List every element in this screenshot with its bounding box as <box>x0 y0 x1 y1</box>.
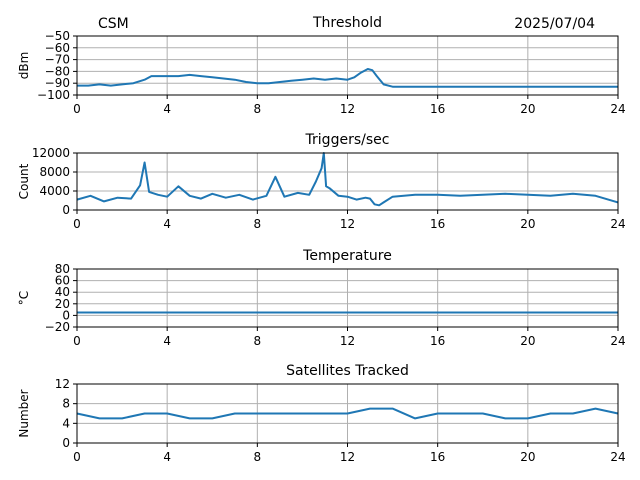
header-left: CSM <box>98 16 129 32</box>
y-tick-label: 12 <box>55 377 70 391</box>
y-tick-label: −70 <box>45 53 70 67</box>
y-tick-label: 0 <box>62 203 70 217</box>
x-tick-label: 4 <box>163 217 171 231</box>
y-tick-label: 0 <box>62 436 70 450</box>
x-tick-label: 12 <box>340 102 355 116</box>
y-tick-label: 4 <box>62 416 70 430</box>
x-tick-label: 16 <box>430 102 445 116</box>
chart-panel-1: Threshold 0 4 8 12 16 20 24 −100−90−80−70−60−50 d… <box>17 15 626 116</box>
series-line-1 <box>76 152 619 207</box>
x-tick-label: 16 <box>430 334 445 348</box>
y-tick-label: 80 <box>55 262 70 276</box>
y-tick-label: −100 <box>37 88 70 102</box>
y-tick-label: 8000 <box>39 165 70 179</box>
y-tick-label: 60 <box>55 274 70 288</box>
x-tick-label: 24 <box>610 334 625 348</box>
y-axis-label: dBm <box>17 52 31 80</box>
chart-title: Temperature <box>302 248 392 264</box>
x-tick-label: 24 <box>610 217 625 231</box>
x-tick-label: 4 <box>163 450 171 464</box>
x-tick-label: 12 <box>340 334 355 348</box>
x-tick-label: 20 <box>520 450 535 464</box>
x-tick-label: 0 <box>73 102 81 116</box>
x-tick-label: 24 <box>610 450 625 464</box>
x-tick-label: 4 <box>163 334 171 348</box>
x-tick-label: 0 <box>73 217 81 231</box>
x-tick-label: 20 <box>520 217 535 231</box>
x-tick-label: 16 <box>430 217 445 231</box>
y-tick-label: 4000 <box>39 184 70 198</box>
y-tick-label: −90 <box>45 76 70 90</box>
y-tick-label: −80 <box>45 64 70 78</box>
x-tick-label: 12 <box>340 217 355 231</box>
chart-panel-4: Satellites Tracked 0 4 8 12 16 20 24 0 4 8 12 Number <box>17 363 626 464</box>
y-tick-label: −50 <box>45 29 70 43</box>
y-axis-label: Count <box>17 163 31 199</box>
x-tick-label: 8 <box>254 102 262 116</box>
y-tick-label: −20 <box>45 320 70 334</box>
x-tick-label: 8 <box>254 334 262 348</box>
y-tick-label: 8 <box>62 397 70 411</box>
chart-panel-2: Triggers/sec 0 4 8 12 16 20 24 0 4000 8000 12000Cou… <box>17 132 626 231</box>
chart-title: Satellites Tracked <box>286 363 409 379</box>
y-axis-label: Number <box>17 389 31 437</box>
x-tick-label: 16 <box>430 450 445 464</box>
x-tick-label: 24 <box>610 102 625 116</box>
y-axis-label: °C <box>17 291 31 305</box>
chart-panels: Threshold 0 4 8 12 16 20 24 −100−90−80−70−60−50 d… <box>17 15 626 464</box>
y-tick-label: −60 <box>45 41 70 55</box>
x-tick-label: 12 <box>340 450 355 464</box>
header-right: 2025/07/04 <box>514 16 595 32</box>
series-line-1 <box>77 68 618 88</box>
chart-title: Threshold <box>312 15 382 31</box>
chart-title: Triggers/sec <box>305 132 390 148</box>
x-tick-label: 0 <box>73 450 81 464</box>
x-tick-label: 0 <box>73 334 81 348</box>
y-tick-label: 20 <box>55 297 70 311</box>
y-tick-label: 0 <box>62 308 70 322</box>
series-line-1 <box>76 407 619 420</box>
y-tick-label: 40 <box>55 285 70 299</box>
y-tick-label: 12000 <box>32 146 70 160</box>
x-tick-label: 8 <box>254 217 262 231</box>
x-tick-label: 8 <box>254 450 262 464</box>
x-tick-label: 4 <box>163 102 171 116</box>
x-tick-label: 20 <box>520 334 535 348</box>
x-tick-label: 20 <box>520 102 535 116</box>
